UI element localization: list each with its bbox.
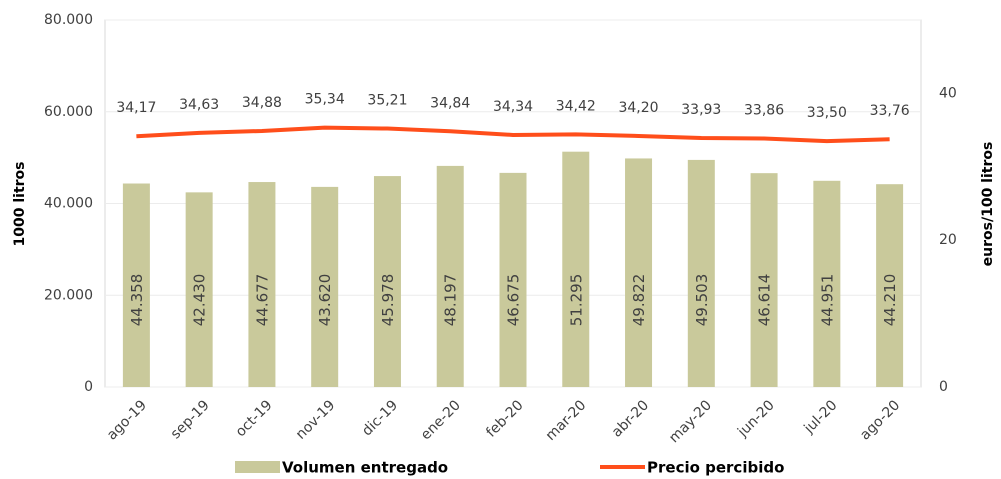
line-value-label: 34,84 xyxy=(430,95,470,111)
bar-value-label: 49.822 xyxy=(630,274,648,327)
bar xyxy=(311,186,339,387)
line-value-label: 34,20 xyxy=(618,100,658,116)
bar-value-label: 48.197 xyxy=(442,274,460,327)
y-tick-label: 60.000 xyxy=(44,104,93,120)
bar xyxy=(562,151,590,387)
bar-value-label: 45.978 xyxy=(379,274,397,327)
line-value-label: 34,63 xyxy=(179,97,219,113)
y-tick-label: 40.000 xyxy=(44,196,93,212)
line-value-label: 33,86 xyxy=(744,102,784,118)
y-axis-title: 1000 litros xyxy=(12,162,28,247)
y2-tick-label: 0 xyxy=(939,379,948,395)
line-value-label: 33,93 xyxy=(681,102,721,118)
x-tick-label: jul-20 xyxy=(801,397,841,437)
line-value-label: 34,42 xyxy=(556,98,596,114)
line-value-label: 33,76 xyxy=(870,103,910,119)
bar-value-label: 46.614 xyxy=(756,274,774,327)
line-value-label: 34,88 xyxy=(242,95,282,111)
line xyxy=(136,125,890,144)
bar xyxy=(876,184,904,387)
x-tick-label: nov-19 xyxy=(293,397,338,442)
line-value-label: 34,34 xyxy=(493,99,533,115)
bar-value-label: 51.295 xyxy=(567,274,585,327)
legend-label: Precio percibido xyxy=(647,459,784,477)
bar xyxy=(185,192,213,387)
bar-value-label: 49.503 xyxy=(693,274,711,327)
bar-value-label: 44.677 xyxy=(253,274,271,327)
x-tick-label: ago-20 xyxy=(857,397,903,443)
bar xyxy=(248,182,276,387)
x-tick-label: may-20 xyxy=(666,397,715,446)
line-value-label: 35,21 xyxy=(367,93,407,109)
y2-tick-label: 20 xyxy=(939,232,957,248)
y-tick-label: 20.000 xyxy=(44,287,93,303)
bar-value-label: 44.951 xyxy=(818,274,836,327)
y-tick-label: 0 xyxy=(84,379,93,395)
bar xyxy=(373,176,401,387)
bar-value-label: 42.430 xyxy=(191,274,209,327)
y2-tick-label: 40 xyxy=(939,85,957,101)
bar xyxy=(813,180,841,387)
x-tick-label: ene-20 xyxy=(418,397,464,443)
bar xyxy=(625,158,653,387)
legend-swatch xyxy=(235,461,280,473)
bar-value-label: 46.675 xyxy=(505,274,523,327)
y2-axis-title: euros/100 litros xyxy=(980,142,996,267)
legend-label: Volumen entregado xyxy=(282,459,448,477)
x-tick-label: abr-20 xyxy=(609,397,652,440)
line-value-label: 33,50 xyxy=(807,105,847,121)
bar-value-label: 44.358 xyxy=(128,274,146,327)
bar xyxy=(687,159,715,387)
bar-value-label: 43.620 xyxy=(316,274,334,327)
x-tick-label: ago-19 xyxy=(104,397,150,443)
x-tick-label: feb-20 xyxy=(483,397,526,440)
bar xyxy=(436,165,464,387)
bar xyxy=(750,173,778,387)
x-tick-label: sep-19 xyxy=(168,397,213,442)
x-tick-label: jun-20 xyxy=(734,397,777,440)
y-tick-label: 80.000 xyxy=(44,12,93,28)
bar xyxy=(122,183,150,387)
x-tick-label: dic-19 xyxy=(359,397,401,439)
x-tick-label: oct-19 xyxy=(233,397,276,440)
line-value-label: 35,34 xyxy=(305,92,345,108)
line-value-label: 34,17 xyxy=(116,100,156,116)
x-tick-label: mar-20 xyxy=(543,397,590,444)
bar-value-label: 44.210 xyxy=(881,274,899,327)
bar xyxy=(499,172,527,387)
